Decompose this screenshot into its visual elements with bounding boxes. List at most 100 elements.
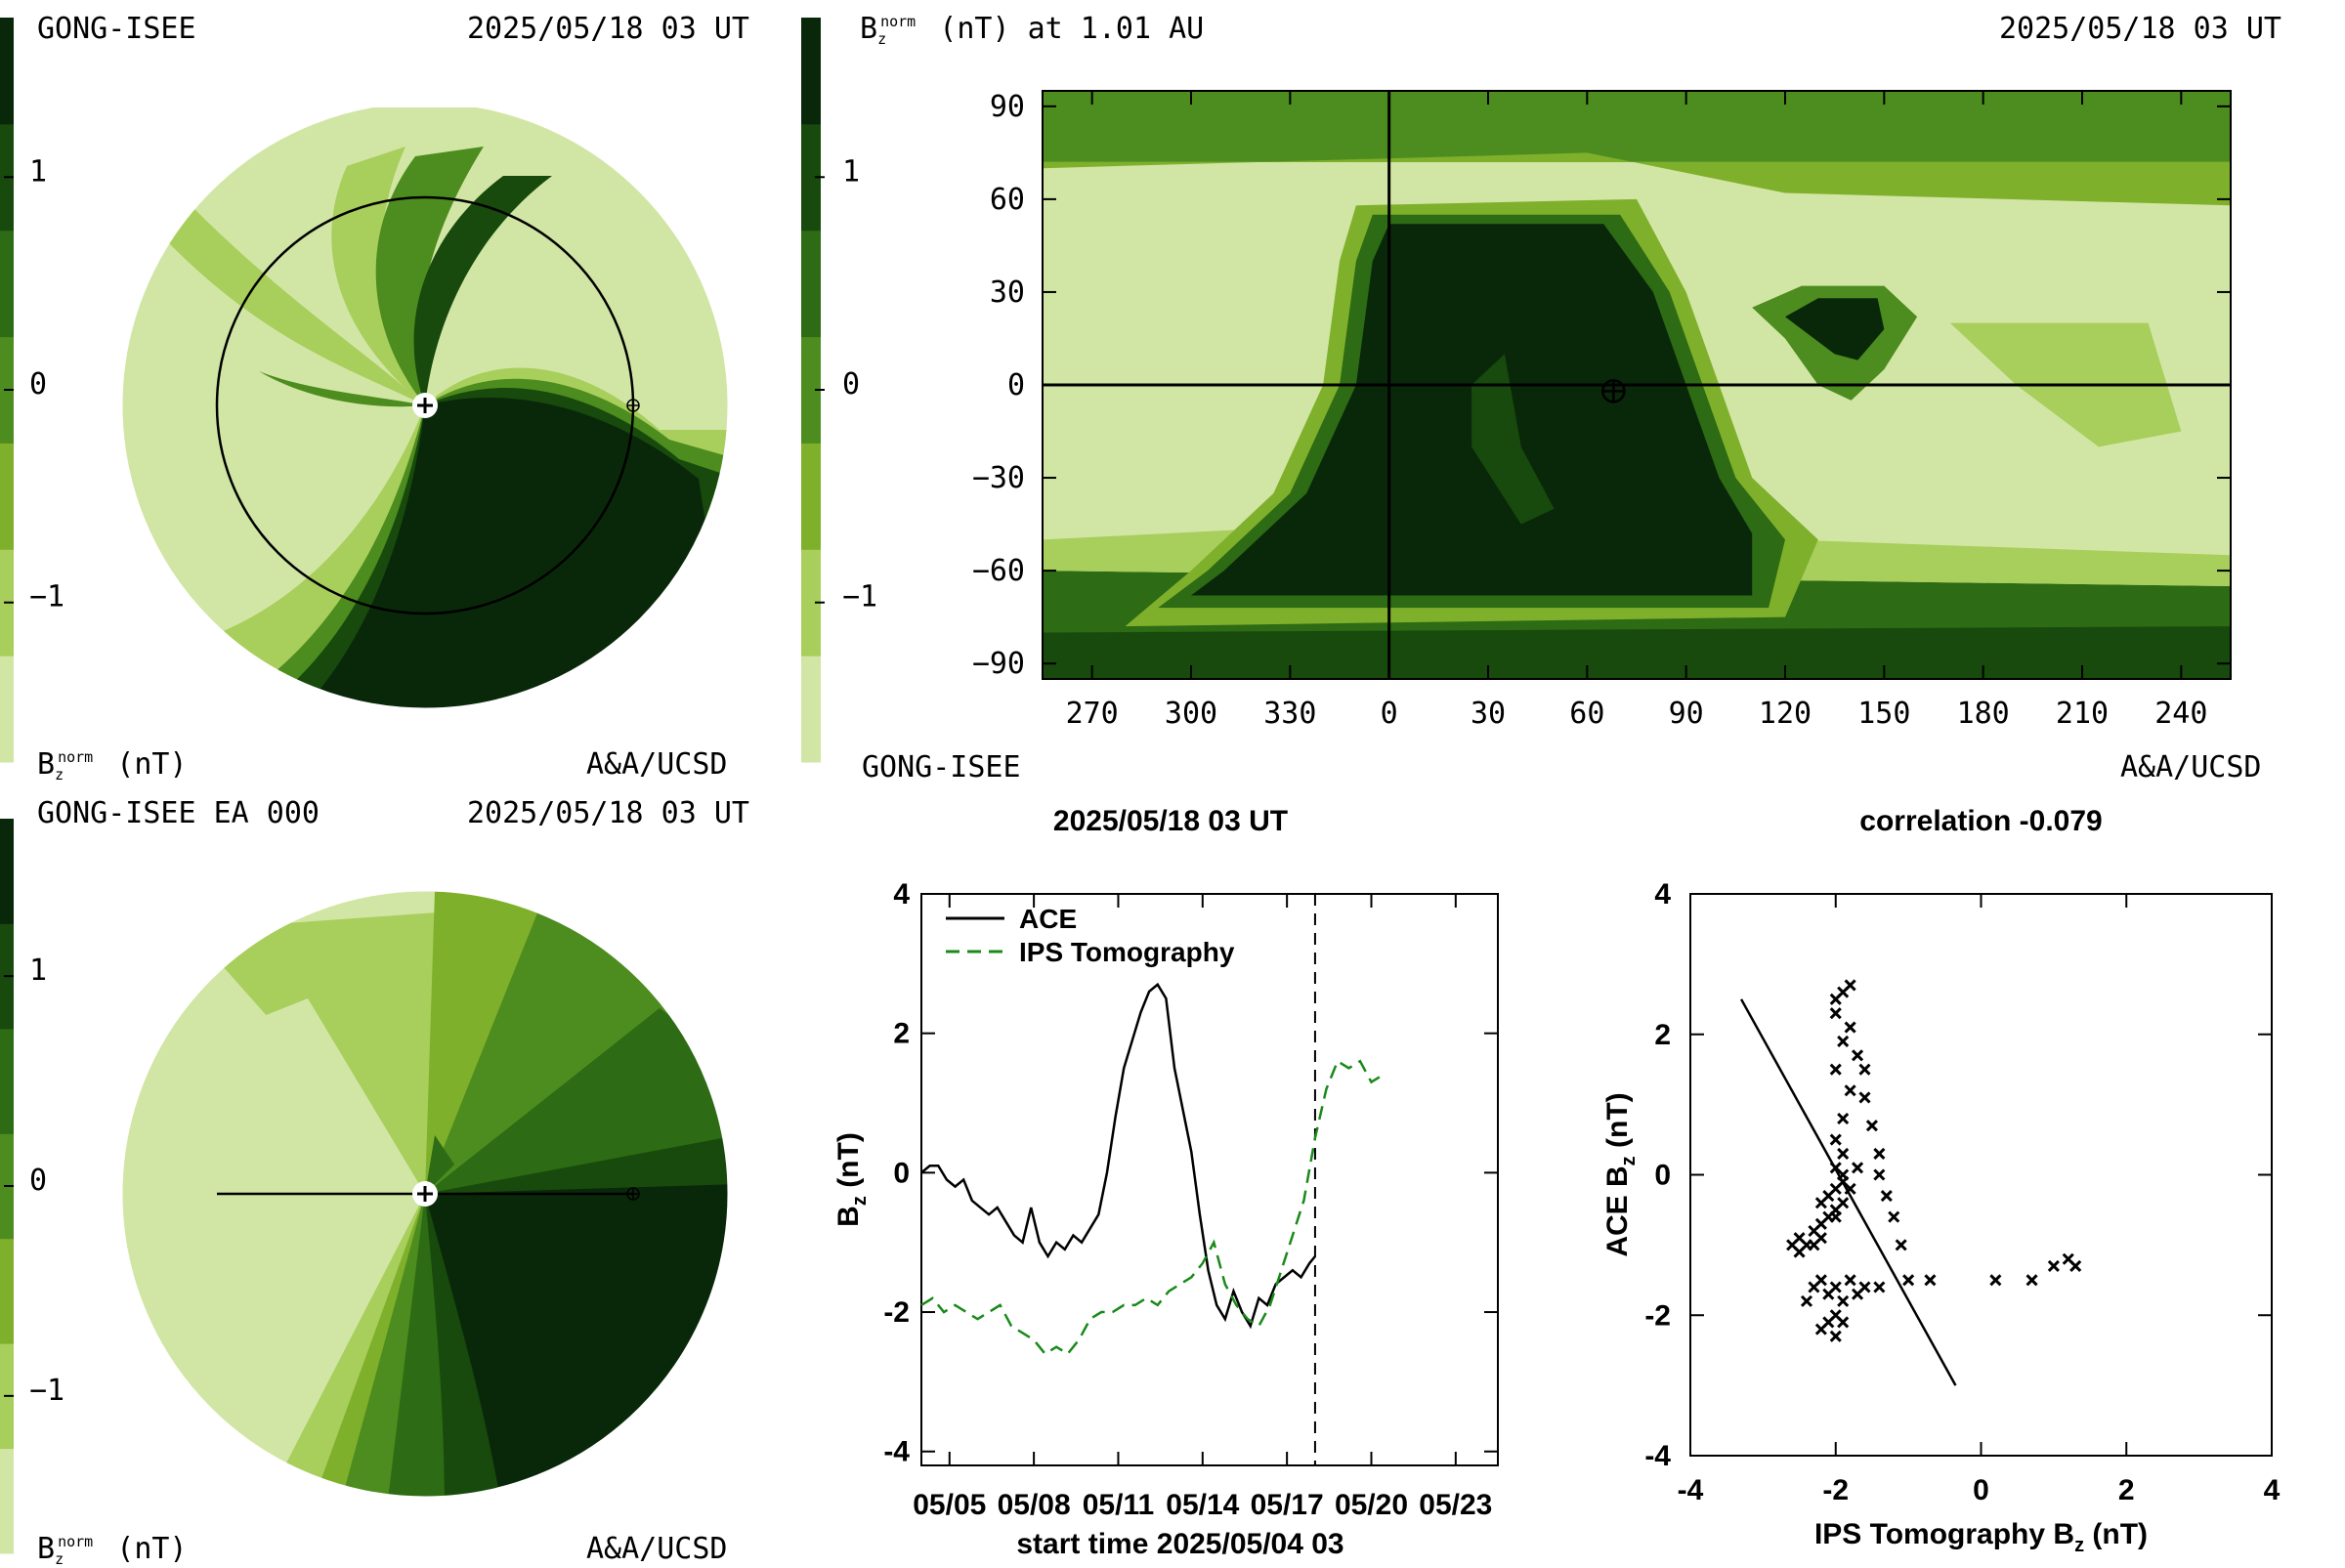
scatter-point [1837, 1316, 1850, 1329]
scatter-point [1829, 1330, 1842, 1342]
x-tick-label: 05/17 [1251, 1489, 1324, 1521]
x-axis-label: IPS Tomography Bz (nT) [1814, 1518, 2148, 1556]
scatter-point [1829, 1063, 1842, 1076]
x-tick-label: 240 [2154, 697, 2207, 731]
x-tick-label: 05/08 [998, 1489, 1071, 1521]
colorbar-tick-label: 0 [29, 1164, 47, 1198]
y-tick-label: 30 [990, 275, 1025, 310]
scatter-point [1814, 1197, 1827, 1209]
scatter-point [1822, 1288, 1835, 1300]
colorbar-tick-label: 1 [842, 154, 860, 189]
scatter-point [1844, 979, 1856, 992]
colorbar-level [0, 1448, 14, 1554]
scatter-chart: correlation -0.079 4 2 0 -2 -4-4 -2 0 2 4 IPS Tomo… [1601, 805, 2281, 1556]
colorbar-level [801, 123, 821, 232]
x-tick-label: 150 [1857, 697, 1910, 731]
y-tick-label: 4 [893, 878, 910, 911]
heatmap-region [1471, 354, 1555, 525]
scatter-point [1852, 1288, 1864, 1300]
legend-label: ACE [1019, 904, 1077, 934]
scatter-point [2047, 1259, 2060, 1272]
colorbar-level [0, 443, 14, 550]
scatter-point [1852, 1049, 1864, 1062]
x-tick-label: 05/11 [1083, 1489, 1154, 1521]
x-tick-label: 180 [1957, 697, 2010, 731]
y-tick-label: −90 [972, 647, 1025, 681]
timeseries-title: 2025/05/18 03 UT [1053, 805, 1288, 837]
x-tick-label: 2 [2118, 1474, 2135, 1506]
y-axis-label: ACE Bz (nT) [1601, 1092, 1640, 1256]
x-tick-label: 4 [2264, 1474, 2281, 1506]
scatter-point [1865, 1120, 1878, 1132]
colorbar-level [801, 18, 821, 125]
y-tick-label: -2 [1644, 1299, 1671, 1332]
bl-title-right: 2025/05/18 03 UT [467, 796, 749, 830]
y-tick-label: −60 [972, 554, 1025, 588]
bl-unit-label: Bznorm (nT) [37, 1532, 188, 1568]
scatter-point [1873, 1281, 1886, 1293]
colorbar-level [0, 656, 14, 763]
scatter-point [1829, 1210, 1842, 1223]
scatter-point [1873, 1147, 1886, 1160]
scatter-point [1858, 1091, 1871, 1104]
scatter-point [1814, 1323, 1827, 1335]
colorbar-tick-label: 1 [29, 954, 47, 988]
x-tick-label: 300 [1165, 697, 1217, 731]
tr-title-left: Bznorm (nT) at 1.01 AU [860, 12, 1205, 48]
scatter-point [1844, 1084, 1856, 1097]
scatter-point [1852, 1162, 1864, 1174]
scatter-point [1844, 1274, 1856, 1287]
timeseries-chart: 2025/05/18 03 UT 4 2 0 -2 -405/05 05/08 05/11 05… [832, 805, 1499, 1560]
scatter-point [1837, 1294, 1850, 1307]
colorbar-level [0, 18, 14, 125]
scatter-point [1880, 1190, 1893, 1203]
tr-title-right: 2025/05/18 03 UT [1999, 12, 2281, 46]
colorbar-tick-label: 0 [842, 367, 860, 402]
y-tick-label: -4 [883, 1436, 910, 1468]
x-tick-label: 0 [1381, 697, 1398, 731]
scatter-point [1844, 1182, 1856, 1195]
heatmap-region [1043, 152, 2231, 206]
colorbar-tick-label: −1 [842, 580, 877, 614]
scatter-point [1829, 1133, 1842, 1146]
x-tick-label: -4 [1678, 1474, 1704, 1506]
colorbar-level [0, 1238, 14, 1344]
tl-title-left: GONG-ISEE [37, 12, 196, 46]
tr-colorbar-labels: 1 0 −1 [815, 154, 877, 614]
bl-credit: A&A/UCSD [586, 1532, 728, 1566]
y-tick-label: -2 [883, 1296, 910, 1329]
plot-frame [920, 893, 1499, 1466]
scatter-title: correlation -0.079 [1859, 805, 2102, 837]
tl-credit: A&A/UCSD [586, 747, 728, 782]
y-tick-label: 0 [1007, 368, 1025, 403]
scatter-point [1829, 1162, 1842, 1174]
x-tick-label: 270 [1066, 697, 1119, 731]
heatmap-region [1043, 626, 2231, 679]
colorbar-level [801, 549, 821, 657]
tl-colorbar-labels: 1 0 −1 [4, 154, 64, 614]
heatmap-region [1043, 91, 2231, 162]
x-tick-label: 90 [1669, 697, 1704, 731]
colorbar-tick-label: −1 [29, 580, 64, 614]
colorbar-level [801, 336, 821, 444]
tl-title-right: 2025/05/18 03 UT [467, 12, 749, 46]
scatter-point [1837, 1147, 1850, 1160]
y-tick-label: -4 [1644, 1440, 1671, 1472]
tr-source: GONG-ISEE [862, 750, 1021, 784]
scatter-point [1800, 1294, 1813, 1307]
polar-map-tl [121, 102, 729, 709]
scatter-point [1837, 1112, 1850, 1125]
y-tick-label: 0 [1654, 1160, 1671, 1192]
x-tick-label: -2 [1822, 1474, 1849, 1506]
colorbar-level [801, 230, 821, 338]
y-tick-label: 90 [990, 90, 1025, 124]
legend-label: IPS Tomography [1019, 937, 1235, 967]
colorbar-level [801, 656, 821, 763]
x-tick-label: 05/05 [913, 1489, 986, 1521]
scatter-point [2069, 1259, 2082, 1272]
x-tick-label: 05/14 [1166, 1489, 1239, 1521]
scatter-point [1888, 1210, 1900, 1223]
colorbar-tick-label: 0 [29, 367, 47, 402]
scatter-point [1895, 1239, 1907, 1251]
